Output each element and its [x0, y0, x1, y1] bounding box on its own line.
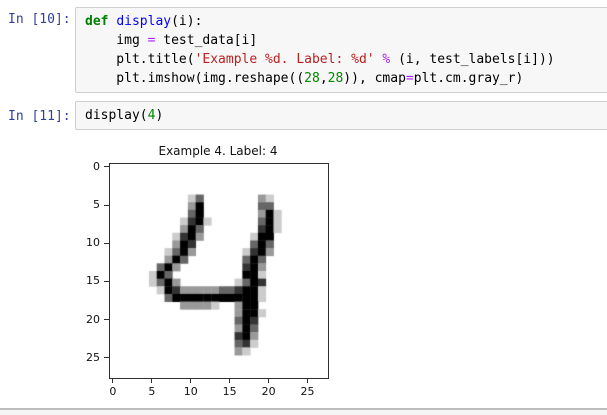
y-tick-mark [104, 204, 109, 206]
code-cell-input-10[interactable]: def display(i): img = test_data[i] plt.t… [75, 7, 607, 93]
x-tick-label: 0 [109, 385, 117, 398]
x-tick-mark [268, 378, 270, 383]
y-tick-label: 0 [93, 159, 100, 173]
x-tick-label: 10 [183, 385, 198, 398]
y-tick-label: 20 [86, 312, 100, 326]
plot-axes [109, 163, 329, 379]
x-tick-label: 25 [300, 385, 315, 398]
x-tick-label: 15 [222, 385, 237, 398]
input-prompt-10: In [10]: [8, 12, 71, 27]
code-editor-11[interactable]: display(4) [85, 108, 164, 123]
code-cell-input-11[interactable]: display(4) [75, 101, 607, 130]
x-tick-mark [229, 378, 231, 383]
y-tick-mark [104, 357, 109, 359]
y-tick-mark [104, 166, 109, 168]
x-tick-mark [112, 378, 114, 383]
digit-image [110, 164, 328, 378]
input-prompt-11: In [11]: [8, 109, 71, 124]
y-tick-mark [104, 319, 109, 321]
y-tick-label: 5 [93, 198, 100, 212]
y-tick-mark [104, 242, 109, 244]
y-tick-label: 25 [86, 350, 100, 364]
x-tick-label: 5 [148, 385, 156, 398]
y-tick-mark [104, 280, 109, 282]
x-tick-mark [151, 378, 153, 383]
code-editor-10[interactable]: def display(i): img = test_data[i] plt.t… [85, 14, 555, 86]
y-tick-label: 10 [86, 236, 100, 250]
x-tick-label: 20 [261, 385, 276, 398]
x-tick-mark [190, 378, 192, 383]
plot-title: Example 4. Label: 4 [158, 144, 278, 158]
x-tick-mark [307, 378, 309, 383]
y-tick-label: 15 [86, 274, 100, 288]
next-cell-divider[interactable] [0, 408, 607, 415]
